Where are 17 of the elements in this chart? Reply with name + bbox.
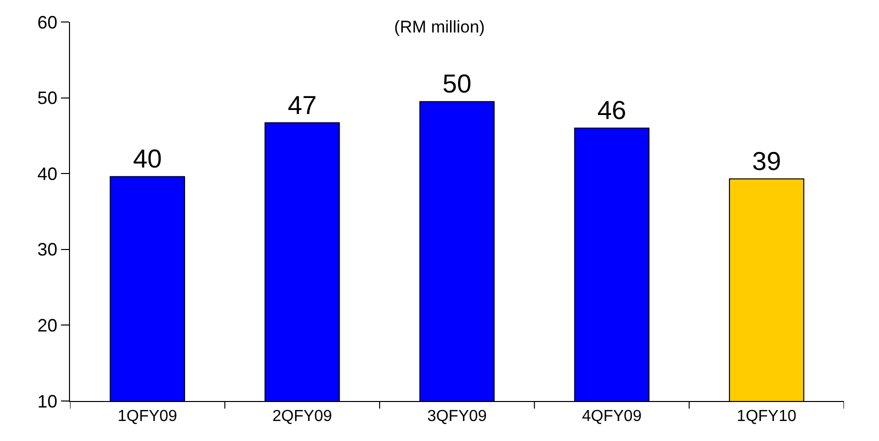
data-label: 46 <box>597 95 626 126</box>
data-label: 47 <box>288 90 317 120</box>
data-label: 40 <box>132 144 162 174</box>
x-tick-label: 1QFY10 <box>736 408 796 426</box>
y-tick-label: 40 <box>37 164 58 184</box>
chart-title: (RM million) <box>394 17 485 36</box>
data-label: 50 <box>442 68 472 99</box>
x-tick-label: 4QFY09 <box>582 408 642 426</box>
x-tick-label: 1QFY09 <box>118 408 178 426</box>
x-tick-label: 2QFY09 <box>272 408 332 426</box>
y-tick-label: 20 <box>37 316 58 336</box>
y-tick-label: 50 <box>37 88 58 108</box>
data-label: 39 <box>752 146 782 176</box>
y-tick-label: 60 <box>37 12 58 32</box>
y-tick-label: 30 <box>37 240 58 260</box>
x-tick-label: 3QFY09 <box>427 408 487 426</box>
y-tick-label: 10 <box>37 391 58 412</box>
